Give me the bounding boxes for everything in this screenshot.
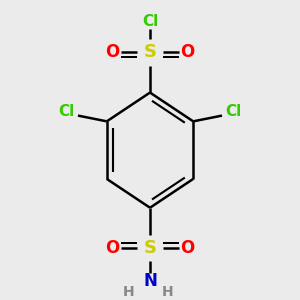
Text: N: N	[143, 272, 157, 290]
Text: O: O	[180, 239, 195, 257]
Text: O: O	[105, 239, 120, 257]
Text: H: H	[123, 285, 135, 299]
Text: O: O	[180, 43, 195, 61]
Text: Cl: Cl	[58, 104, 75, 119]
Text: S: S	[143, 239, 157, 257]
Text: Cl: Cl	[225, 104, 242, 119]
Text: Cl: Cl	[142, 14, 158, 29]
Text: H: H	[161, 285, 173, 299]
Text: S: S	[143, 43, 157, 61]
Text: O: O	[105, 43, 120, 61]
